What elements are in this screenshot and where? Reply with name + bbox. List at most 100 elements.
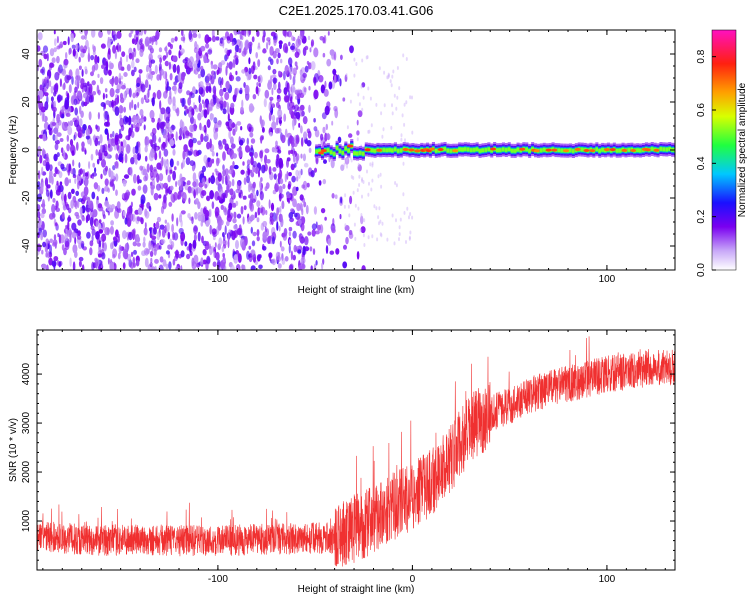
noise-cell	[151, 235, 157, 240]
noise-cell	[398, 237, 400, 242]
noise-cell	[299, 234, 302, 242]
noise-cell	[242, 195, 247, 200]
snr-ticks: -100 0 100 1000 2000 3000 4000	[21, 330, 675, 585]
colorbar-tick-label: 0.8	[696, 49, 707, 63]
noise-cell	[185, 151, 189, 157]
noise-cell	[295, 155, 299, 165]
noise-cell	[363, 218, 366, 223]
noise-cell	[232, 153, 237, 159]
noise-cell	[331, 120, 334, 126]
noise-cell	[81, 264, 85, 270]
noise-cell	[360, 213, 363, 217]
noise-cell	[353, 57, 356, 62]
noise-cell	[151, 117, 156, 123]
carrier-peak	[414, 149, 421, 153]
noise-cell	[145, 65, 149, 73]
noise-cell	[179, 212, 183, 218]
noise-cell	[286, 194, 291, 199]
noise-cell	[109, 261, 115, 270]
noise-cell	[269, 96, 274, 101]
noise-cell	[116, 84, 122, 91]
noise-cell	[105, 165, 108, 172]
noise-cell	[294, 162, 297, 168]
noise-cell	[153, 222, 156, 228]
noise-cell	[116, 201, 121, 209]
noise-cell	[284, 255, 289, 262]
colorbar-gradient	[711, 29, 737, 271]
noise-cell	[116, 30, 122, 39]
noise-cell	[357, 162, 360, 167]
noise-cell	[201, 177, 206, 187]
noise-cell	[339, 214, 342, 220]
noise-cell	[409, 95, 412, 100]
noise-cell	[326, 58, 332, 67]
noise-cell	[97, 222, 102, 231]
noise-cell	[131, 60, 135, 69]
noise-cell	[97, 112, 100, 120]
noise-cell	[400, 137, 403, 142]
noise-cell	[300, 168, 303, 176]
noise-cell	[208, 243, 211, 250]
noise-cell	[44, 177, 49, 187]
noise-cell	[224, 225, 227, 236]
noise-cell	[61, 244, 65, 251]
noise-cell	[284, 173, 287, 183]
noise-cell	[309, 246, 313, 252]
noise-cell	[286, 170, 289, 180]
noise-cell	[125, 54, 129, 63]
noise-cell	[200, 207, 204, 215]
noise-cell	[323, 159, 327, 164]
noise-cell	[78, 56, 81, 63]
noise-cell	[252, 61, 256, 71]
noise-cell	[142, 184, 148, 194]
noise-cell	[232, 218, 237, 224]
carrier-peak	[574, 147, 581, 151]
noise-cell	[113, 34, 118, 41]
x-tick-label: 100	[599, 574, 616, 585]
noise-cell	[273, 148, 279, 153]
noise-cell	[188, 30, 193, 41]
noise-cell	[402, 192, 405, 197]
noise-cell	[214, 242, 217, 248]
noise-cell	[232, 58, 236, 66]
noise-cell	[299, 109, 305, 117]
carrier-cell	[580, 147, 584, 152]
noise-cell	[136, 242, 141, 247]
noise-cell	[69, 257, 72, 267]
noise-cell	[256, 30, 260, 37]
carrier-cell	[391, 148, 395, 153]
noise-cell	[83, 84, 88, 93]
noise-cell	[206, 255, 211, 264]
noise-cell	[57, 232, 60, 238]
noise-cell	[155, 40, 158, 46]
noise-cell	[305, 204, 309, 215]
noise-cell	[356, 251, 360, 260]
noise-cell	[395, 218, 397, 223]
noise-cell	[127, 191, 131, 196]
noise-cell	[298, 264, 302, 270]
noise-cell	[278, 40, 283, 45]
noise-cell	[264, 89, 270, 99]
noise-cell	[198, 95, 201, 104]
noise-cell	[211, 158, 215, 164]
noise-cell	[92, 209, 98, 218]
noise-cell	[403, 122, 406, 127]
noise-cell	[306, 182, 310, 188]
carrier-peak	[589, 149, 596, 153]
noise-cell	[197, 201, 201, 210]
noise-cell	[336, 74, 340, 82]
noise-cell	[104, 121, 109, 127]
noise-cell	[313, 118, 316, 123]
noise-cell	[175, 131, 178, 142]
noise-cell	[150, 36, 156, 43]
noise-cell	[208, 208, 212, 218]
noise-cell	[213, 70, 217, 80]
noise-cell	[65, 112, 71, 117]
noise-cell	[108, 167, 112, 178]
noise-cell	[280, 58, 283, 64]
noise-cell	[168, 49, 172, 56]
noise-cell	[63, 193, 67, 203]
noise-cell	[95, 220, 99, 228]
noise-cell	[149, 170, 154, 178]
noise-cell	[67, 36, 70, 46]
